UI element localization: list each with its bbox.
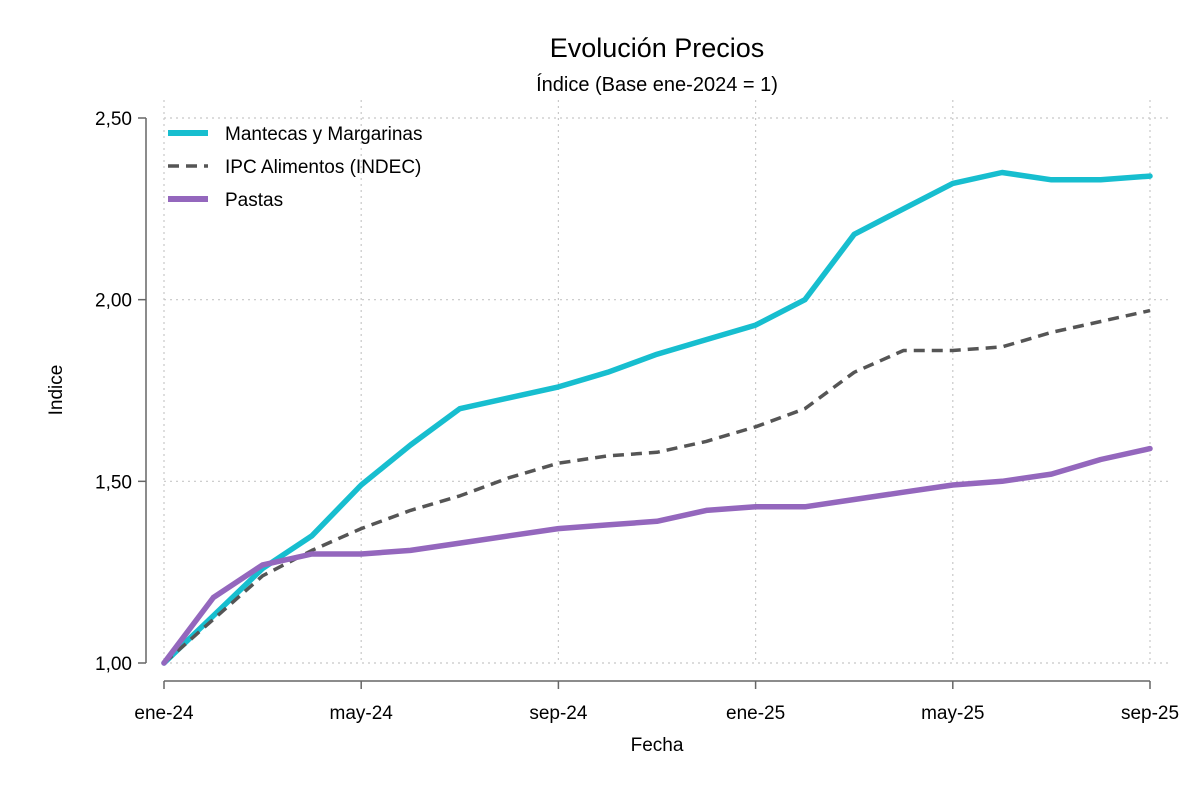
x-tick-label: sep-25 — [1121, 703, 1179, 724]
series-line-1 — [161, 169, 1153, 666]
x-tick-label: sep-24 — [529, 703, 588, 724]
grid-lines — [163, 100, 1170, 664]
legend: Mantecas y Margarinas IPC Alimentos (INDE… — [168, 124, 422, 211]
series-line-2 — [162, 308, 1151, 665]
series-line-3 — [161, 445, 1153, 666]
legend-label: Pastas — [225, 190, 283, 211]
y-tick-label: 2,50 — [95, 109, 132, 130]
legend-label: Mantecas y Margarinas — [225, 124, 422, 145]
y-tick-label: 1,50 — [95, 472, 132, 493]
x-tick-label: ene-25 — [726, 703, 785, 724]
chart-subtitle: Índice (Base ene-2024 = 1) — [536, 73, 778, 96]
chart-title: Evolución Precios — [550, 33, 765, 63]
y-tick-label: 2,00 — [95, 291, 132, 312]
x-tick-label: may-25 — [921, 703, 984, 724]
y-tick-label: 1,00 — [95, 654, 132, 675]
x-tick-label: ene-24 — [134, 703, 194, 724]
y-axis-ticks: 1,00 1,50 2,00 2,50 — [95, 109, 146, 675]
x-axis-label: Fecha — [631, 735, 684, 756]
series-lines — [161, 169, 1153, 666]
y-axis-label: Indice — [46, 365, 67, 416]
legend-label: IPC Alimentos (INDEC) — [225, 157, 421, 178]
x-tick-label: may-24 — [330, 703, 394, 724]
axes — [145, 118, 1150, 682]
x-axis-ticks: ene-24 may-24 sep-24 ene-25 may-25 sep-25 — [134, 681, 1179, 724]
